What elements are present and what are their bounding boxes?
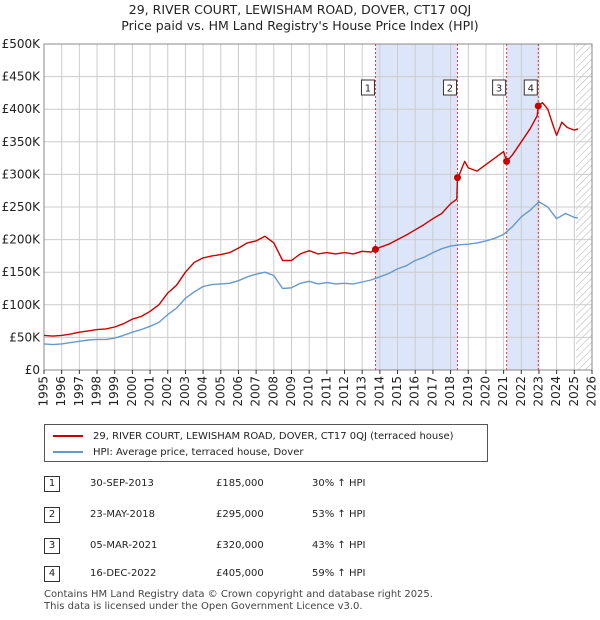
sale-point — [453, 174, 461, 182]
transaction-hpi: 53% ↑ HPI — [312, 509, 366, 520]
hpi-series-line — [43, 201, 579, 346]
x-tick-label: 2007 — [249, 376, 263, 407]
sale-marker-box — [492, 79, 507, 96]
y-tick-label: £200K — [2, 233, 42, 247]
transaction-marker: 1 — [44, 476, 60, 492]
chart-subtitle: Price paid vs. HM Land Registry's House … — [121, 18, 479, 33]
sale-marker-label: 4 — [528, 84, 534, 95]
x-tick-label: 2015 — [390, 376, 404, 407]
x-tick-label: 1999 — [107, 376, 121, 407]
x-tick-label: 2012 — [337, 376, 351, 407]
transaction-hpi: 30% ↑ HPI — [312, 478, 366, 489]
x-tick-label: 1996 — [54, 376, 68, 407]
transaction-marker: 2 — [44, 507, 60, 523]
transaction-price: £405,000 — [216, 568, 264, 579]
x-tick-label: 2005 — [213, 376, 227, 407]
transaction-row: 4 16-DEC-2022 £405,000 59% ↑ HPI — [44, 566, 544, 586]
transaction-row: 3 05-MAR-2021 £320,000 43% ↑ HPI — [44, 538, 544, 558]
sale-marker-label: 3 — [496, 84, 502, 95]
x-tick-label: 2014 — [372, 376, 386, 407]
x-tick-label: 2002 — [160, 376, 174, 407]
transaction-date: 23-MAY-2018 — [90, 509, 156, 520]
x-tick-label: 2023 — [531, 376, 545, 407]
legend-item-property: 29, RIVER COURT, LEWISHAM ROAD, DOVER, C… — [53, 428, 454, 444]
x-tick-label: 2020 — [478, 376, 492, 407]
x-tick-label: 1997 — [72, 376, 86, 407]
property-series-line — [43, 101, 579, 337]
transaction-date: 16-DEC-2022 — [90, 568, 157, 579]
transaction-price: £295,000 — [216, 509, 264, 520]
sale-point — [503, 157, 511, 165]
x-tick-label: 2017 — [425, 376, 439, 407]
y-tick-label: £250K — [2, 200, 42, 214]
plot-frame — [43, 43, 593, 371]
transaction-row: 2 23-MAY-2018 £295,000 53% ↑ HPI — [44, 507, 544, 527]
x-tick-label: 2025 — [567, 376, 581, 407]
x-tick-label: 2016 — [408, 376, 422, 407]
x-tick-label: 2021 — [496, 376, 510, 407]
x-tick-label: 2009 — [284, 376, 298, 407]
sale-point — [371, 245, 379, 253]
sale-marker-box — [442, 79, 457, 96]
chart-title: 29, RIVER COURT, LEWISHAM ROAD, DOVER, C… — [128, 2, 472, 17]
x-tick-label: 2022 — [514, 376, 528, 407]
x-tick-label: 2000 — [125, 376, 139, 407]
footer-license: This data is licensed under the Open Gov… — [44, 601, 363, 612]
legend-label-property: 29, RIVER COURT, LEWISHAM ROAD, DOVER, C… — [93, 430, 454, 442]
legend-swatch-hpi — [53, 451, 83, 453]
transaction-marker: 4 — [44, 566, 60, 582]
transaction-hpi: 43% ↑ HPI — [312, 540, 366, 551]
y-tick-label: £50K — [9, 330, 41, 344]
y-tick-label: £350K — [2, 135, 42, 149]
x-tick-label: 2001 — [143, 376, 157, 407]
footer-copyright: Contains HM Land Registry data © Crown c… — [44, 589, 433, 600]
transaction-marker: 3 — [44, 538, 60, 554]
legend-item-hpi: HPI: Average price, terraced house, Dove… — [53, 444, 303, 460]
sale-marker-box — [360, 79, 375, 96]
transaction-price: £185,000 — [216, 478, 264, 489]
transaction-date: 05-MAR-2021 — [90, 540, 158, 551]
transaction-date: 30-SEP-2013 — [90, 478, 154, 489]
y-tick-label: £450K — [2, 70, 42, 84]
x-tick-label: 2008 — [266, 376, 280, 407]
y-tick-label: £400K — [2, 102, 42, 116]
sale-point — [534, 102, 542, 110]
x-tick-label: 2010 — [302, 376, 316, 407]
x-tick-label: 2026 — [585, 376, 599, 407]
y-tick-label: £100K — [2, 298, 42, 312]
x-tick-label: 2011 — [319, 376, 333, 407]
chart-legend: 29, RIVER COURT, LEWISHAM ROAD, DOVER, C… — [44, 424, 488, 462]
price-chart: 1 2 3 4 £0 £50K £100K £150K £200K £250K £300K £350… — [2, 37, 599, 407]
transaction-hpi: 59% ↑ HPI — [312, 568, 366, 579]
y-tick-label: £300K — [2, 167, 42, 181]
x-tick-label: 2019 — [461, 376, 475, 407]
y-tick-label: £0 — [25, 363, 40, 377]
transaction-row: 1 30-SEP-2013 £185,000 30% ↑ HPI — [44, 476, 544, 496]
legend-swatch-property — [53, 435, 83, 437]
sale-marker-label: 1 — [365, 84, 371, 95]
x-tick-label: 2006 — [231, 376, 245, 407]
transaction-price: £320,000 — [216, 540, 264, 551]
x-tick-label: 2018 — [443, 376, 457, 407]
x-tick-label: 2024 — [549, 376, 563, 407]
x-tick-label: 1995 — [37, 376, 51, 407]
sale-marker-box — [523, 79, 538, 96]
y-tick-label: £150K — [2, 265, 42, 279]
x-tick-label: 2004 — [196, 376, 210, 407]
x-tick-label: 2003 — [178, 376, 192, 407]
y-tick-label: £500K — [2, 37, 42, 51]
x-tick-label: 1998 — [90, 376, 104, 407]
legend-label-hpi: HPI: Average price, terraced house, Dove… — [93, 446, 304, 458]
footer: Contains HM Land Registry data © Crown c… — [44, 589, 433, 613]
x-tick-label: 2013 — [355, 376, 369, 407]
sale-marker-label: 2 — [447, 84, 453, 95]
